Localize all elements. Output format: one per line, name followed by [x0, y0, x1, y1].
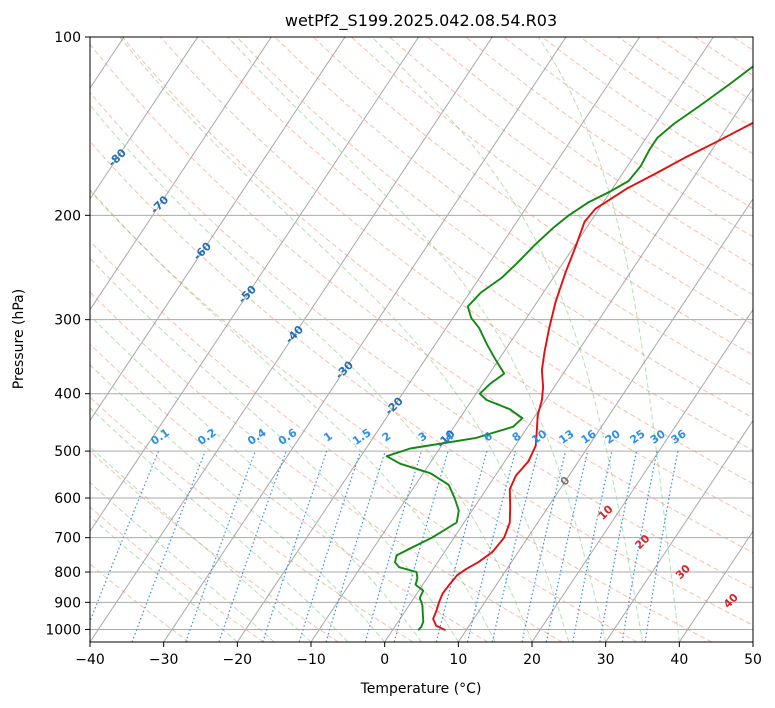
x-tick-label: 30: [597, 652, 615, 668]
y-tick-label: 1000: [45, 622, 81, 638]
isotherm-label: -90: [61, 102, 84, 125]
dry-adiabat: [0, 37, 488, 642]
mixing-ratio-label: 2: [380, 429, 394, 444]
dry-adiabat: [504, 37, 775, 642]
dry-adiabat: [771, 37, 775, 642]
x-axis-label: Temperature (°C): [360, 681, 482, 697]
mixing-ratio-line: [492, 451, 538, 642]
y-axis: 100 200 300 400 500 600 700 800 900 1000: [45, 30, 90, 638]
dry-adiabat: [313, 37, 775, 642]
y-tick-label: 300: [54, 313, 81, 329]
mixing-ratio-label: 0.1: [148, 426, 171, 448]
temperature-label: 20: [632, 532, 652, 552]
mixing-ratio-label: 36: [669, 427, 689, 447]
x-tick-label: −40: [75, 652, 105, 668]
mixing-ratio-line: [186, 451, 256, 642]
isotherm: [16, 37, 418, 642]
isotherm-label: -50: [236, 283, 259, 306]
mixing-ratio-label: 20: [603, 427, 623, 447]
mixing-ratio-label: 13: [557, 427, 577, 446]
dry-adiabat: [657, 37, 775, 642]
x-tick-label: −20: [223, 652, 253, 668]
y-tick-label: 700: [54, 531, 81, 547]
dry-adiabat: [275, 37, 775, 642]
mixing-ratio-line: [573, 451, 612, 642]
moist-adiabat: [0, 37, 311, 642]
mixing-ratio-line: [436, 451, 487, 642]
x-tick-label: −10: [296, 652, 326, 668]
chart-title: wetPf2_S199.2025.042.08.54.R03: [285, 11, 557, 31]
mixing-ratio-lines: [82, 451, 678, 642]
isotherm-label: -20: [382, 394, 405, 417]
y-tick-label: 200: [54, 208, 81, 224]
dry-adiabat: [0, 37, 189, 642]
mixing-ratio-line: [468, 451, 516, 642]
dry-adiabat: [122, 37, 775, 642]
isotherm: [606, 37, 775, 642]
dry-adiabat: [0, 37, 413, 642]
moist-adiabat: [372, 37, 643, 642]
y-tick-label: 600: [54, 491, 81, 507]
mixing-ratio-line: [82, 451, 159, 642]
y-tick-label: 900: [54, 595, 81, 611]
isotherm-label: -30: [333, 358, 356, 381]
temperature-label: 0: [558, 474, 573, 489]
mixing-ratio-label: 0.6: [276, 426, 300, 448]
mixing-ratio-label: 6: [481, 429, 495, 444]
dry-adiabat: [695, 37, 775, 642]
isotherm: [0, 37, 271, 642]
y-axis-label: Pressure (hPa): [11, 289, 27, 389]
isotherm-label: -70: [148, 193, 171, 216]
x-axis: −40 −30 −20 −10 0 10 20 30 40 50: [75, 642, 762, 668]
isotherm: [311, 37, 713, 642]
temperature-line: [433, 37, 775, 630]
mixing-ratio-label: 30: [648, 427, 668, 447]
mixing-ratio-label: 25: [627, 427, 647, 446]
x-tick-label: 50: [744, 652, 762, 668]
y-tick-label: 500: [54, 444, 81, 460]
y-tick-label: 400: [54, 387, 81, 403]
background-lines: [0, 37, 775, 642]
x-tick-label: 10: [449, 652, 467, 668]
isotherm-label: -80: [106, 146, 129, 169]
mixing-ratio-label: 16: [579, 427, 599, 447]
line-labels: -100-90-80-70-60-50-40-30-20-100.1 0.2 0.4…: [12, 58, 741, 611]
y-tick-label: 100: [54, 30, 81, 46]
mixing-ratio-line: [326, 451, 385, 642]
x-tick-label: 20: [523, 652, 541, 668]
moist-adiabat: [538, 37, 679, 642]
dry-adiabat: [84, 37, 775, 642]
isotherm-label: -100: [12, 58, 41, 87]
moist-adiabat: [0, 37, 458, 642]
mixing-ratio-label: 0.2: [195, 426, 218, 448]
mixing-ratio-label: 1: [321, 429, 335, 444]
x-tick-label: 40: [670, 652, 688, 668]
mixing-ratio-line: [219, 451, 286, 642]
moist-adiabat: [120, 37, 569, 642]
dry-adiabat: [0, 37, 712, 642]
dry-adiabat: [0, 37, 562, 642]
temperature-label: 40: [721, 591, 741, 611]
x-tick-label: 0: [380, 652, 389, 668]
dry-adiabat: [389, 37, 775, 642]
isotherm: [753, 37, 775, 642]
isotherm: [164, 37, 566, 642]
x-tick-label: −30: [149, 652, 179, 668]
mixing-ratio-line: [645, 451, 678, 642]
temperature-label: 30: [673, 562, 693, 582]
dry-adiabat: [428, 37, 775, 642]
mixing-ratio-line: [263, 451, 327, 642]
y-tick-label: 800: [54, 565, 81, 581]
mixing-ratio-label: 10: [529, 427, 549, 447]
mixing-ratio-label: 0.4: [245, 426, 269, 448]
isotherm-label: -60: [191, 239, 214, 262]
mixing-ratio-label: 3: [416, 429, 430, 444]
dry-adiabat: [580, 37, 775, 642]
moist-adiabat: [0, 37, 237, 642]
mixing-ratio-line: [600, 451, 637, 642]
